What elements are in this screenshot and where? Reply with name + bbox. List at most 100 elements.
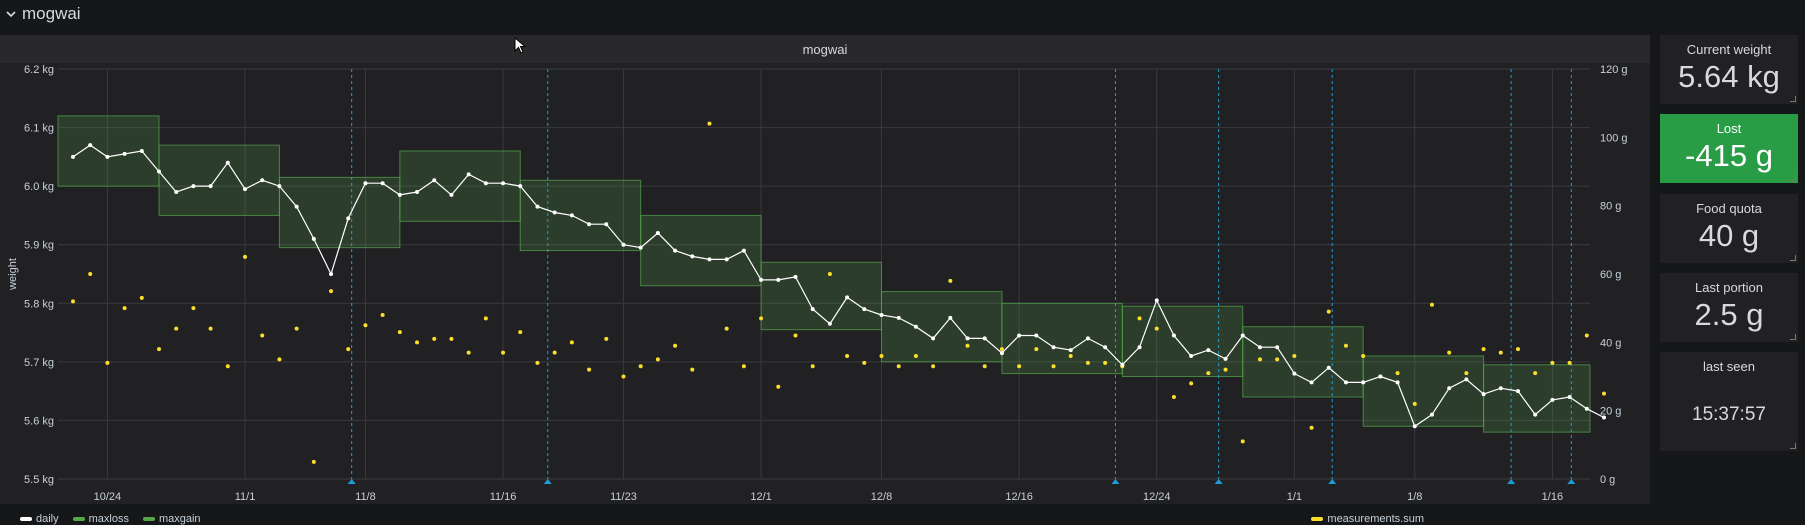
graph-panel[interactable]: mogwai 5.5 kg 5.6 kg 5.7 kg 5.8 kg 5.9 kg 6.0… <box>0 35 1650 525</box>
legend-item-daily[interactable]: daily <box>20 513 59 525</box>
y-tick-label: 5.5 kg <box>24 474 54 486</box>
measurement-point <box>655 357 660 362</box>
band-step <box>1121 305 1244 378</box>
measurement-point <box>1275 357 1280 362</box>
daily-point <box>1464 377 1469 382</box>
measurement-point <box>604 336 609 341</box>
measurement-point <box>105 360 110 365</box>
daily-point <box>948 315 953 320</box>
measurement-point <box>1051 364 1056 369</box>
weight-chart[interactable]: 5.5 kg 5.6 kg 5.7 kg 5.8 kg 5.9 kg 6.0 kg 6.1 … <box>0 35 1650 504</box>
y2-tick-label: 120 g <box>1600 64 1628 76</box>
daily-point <box>1533 412 1538 417</box>
annotation-marker <box>1111 479 1120 484</box>
daily-point <box>759 277 764 282</box>
y2-tick-label: 40 g <box>1600 337 1621 349</box>
resize-handle-icon[interactable] <box>1790 443 1796 449</box>
measurement-point <box>1602 391 1606 396</box>
measurement-point <box>1361 354 1366 358</box>
daily-point <box>1326 365 1331 370</box>
legend-item-maxgain[interactable]: maxgain <box>142 513 201 525</box>
daily-point <box>982 336 987 341</box>
measurement-point <box>982 364 987 369</box>
daily-point <box>1429 412 1434 417</box>
measurement-point <box>759 316 764 321</box>
daily-point <box>260 178 265 183</box>
y-tick-label: 6.0 kg <box>24 181 54 193</box>
daily-point <box>1120 362 1125 367</box>
measurement-point <box>501 350 506 355</box>
measurement-point <box>294 326 299 331</box>
measurement-point <box>157 347 162 352</box>
stat-lost[interactable]: Lost -415 g <box>1660 114 1798 183</box>
daily-point <box>1309 380 1314 385</box>
band-step <box>1001 302 1123 375</box>
measurement-point <box>1206 371 1211 376</box>
measurement-point <box>1584 333 1589 338</box>
measurement-point <box>380 313 385 317</box>
band-step <box>640 214 762 287</box>
daily-point <box>1567 395 1572 399</box>
dashboard-row[interactable]: mogwai <box>0 0 1805 28</box>
stat-value: -415 g <box>1685 138 1773 173</box>
stat-food-quota[interactable]: Food quota 40 g <box>1660 194 1798 263</box>
band-step <box>1242 326 1364 398</box>
measurement-point <box>1515 347 1520 352</box>
daily-point <box>1412 424 1417 429</box>
resize-handle-icon[interactable] <box>1790 96 1796 102</box>
measurement-point <box>88 272 93 276</box>
resize-handle-icon[interactable] <box>1790 175 1796 181</box>
daily-point <box>1017 333 1022 338</box>
daily-point <box>518 184 523 189</box>
daily-point <box>1602 415 1606 420</box>
daily-point <box>707 257 712 262</box>
daily-point <box>1240 333 1245 338</box>
daily-point <box>449 192 454 197</box>
x-tick-label: 12/16 <box>1005 491 1033 503</box>
daily-point <box>1395 380 1400 385</box>
daily-point <box>913 324 918 329</box>
daily-point <box>243 187 248 192</box>
x-tick-label: 12/1 <box>750 491 771 503</box>
legend-item-maxloss[interactable]: maxloss <box>72 513 129 525</box>
resize-handle-icon[interactable] <box>1790 334 1796 340</box>
x-tick-label: 11/1 <box>235 491 256 503</box>
stat-current-weight[interactable]: Current weight 5.64 kg <box>1660 35 1798 104</box>
annotation-marker <box>347 479 356 484</box>
measurement-point <box>621 374 626 379</box>
daily-point <box>105 154 110 159</box>
measurement-point <box>1429 302 1434 307</box>
stat-last-portion[interactable]: Last portion 2.5 g <box>1660 273 1798 342</box>
daily-point <box>1189 354 1194 358</box>
daily-point <box>1515 389 1520 394</box>
daily-point <box>552 210 557 215</box>
daily-point <box>157 169 162 174</box>
daily-point <box>363 181 368 186</box>
daily-point <box>1447 386 1452 391</box>
daily-point <box>1498 386 1503 391</box>
measurement-point <box>707 121 712 126</box>
x-tick-label: 1/1 <box>1287 491 1302 503</box>
stat-title: Lost <box>1716 121 1742 136</box>
row-title: mogwai <box>22 4 81 23</box>
daily-point <box>569 213 574 218</box>
daily-point <box>122 151 127 156</box>
daily-point <box>432 178 437 183</box>
legend-item-measurements-sum[interactable]: measurements.sum <box>1311 513 1424 525</box>
y-axis-label: weight <box>7 258 19 291</box>
x-tick-label: 12/24 <box>1143 491 1171 503</box>
measurement-point <box>1171 395 1176 399</box>
x-tick-label: 12/8 <box>871 491 892 503</box>
measurement-point <box>1154 326 1159 331</box>
daily-point <box>1481 392 1486 397</box>
band-step <box>278 176 401 249</box>
y-tick-label: 6.1 kg <box>24 123 54 135</box>
resize-handle-icon[interactable] <box>1790 255 1796 261</box>
stat-last-seen[interactable]: last seen 15:37:57 <box>1660 352 1798 451</box>
daily-point <box>862 307 867 312</box>
panel-header[interactable]: mogwai <box>0 35 1650 63</box>
measurement-point <box>449 336 454 341</box>
daily-point <box>1257 345 1262 350</box>
chevron-down-icon[interactable] <box>0 3 22 25</box>
daily-point <box>724 257 729 262</box>
